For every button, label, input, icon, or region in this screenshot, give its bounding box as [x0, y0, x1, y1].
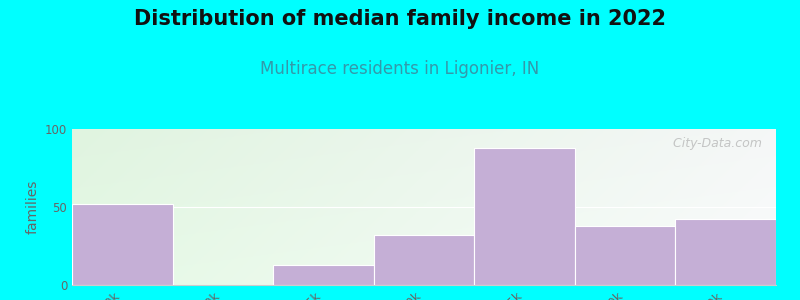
Bar [72, 204, 173, 285]
Y-axis label: families: families [26, 180, 39, 234]
Text: City-Data.com: City-Data.com [665, 137, 762, 150]
Bar [675, 220, 776, 285]
Text: Distribution of median family income in 2022: Distribution of median family income in … [134, 9, 666, 29]
Bar [575, 226, 675, 285]
Bar [273, 265, 374, 285]
Bar [374, 235, 474, 285]
Bar [474, 148, 575, 285]
Text: Multirace residents in Ligonier, IN: Multirace residents in Ligonier, IN [260, 60, 540, 78]
